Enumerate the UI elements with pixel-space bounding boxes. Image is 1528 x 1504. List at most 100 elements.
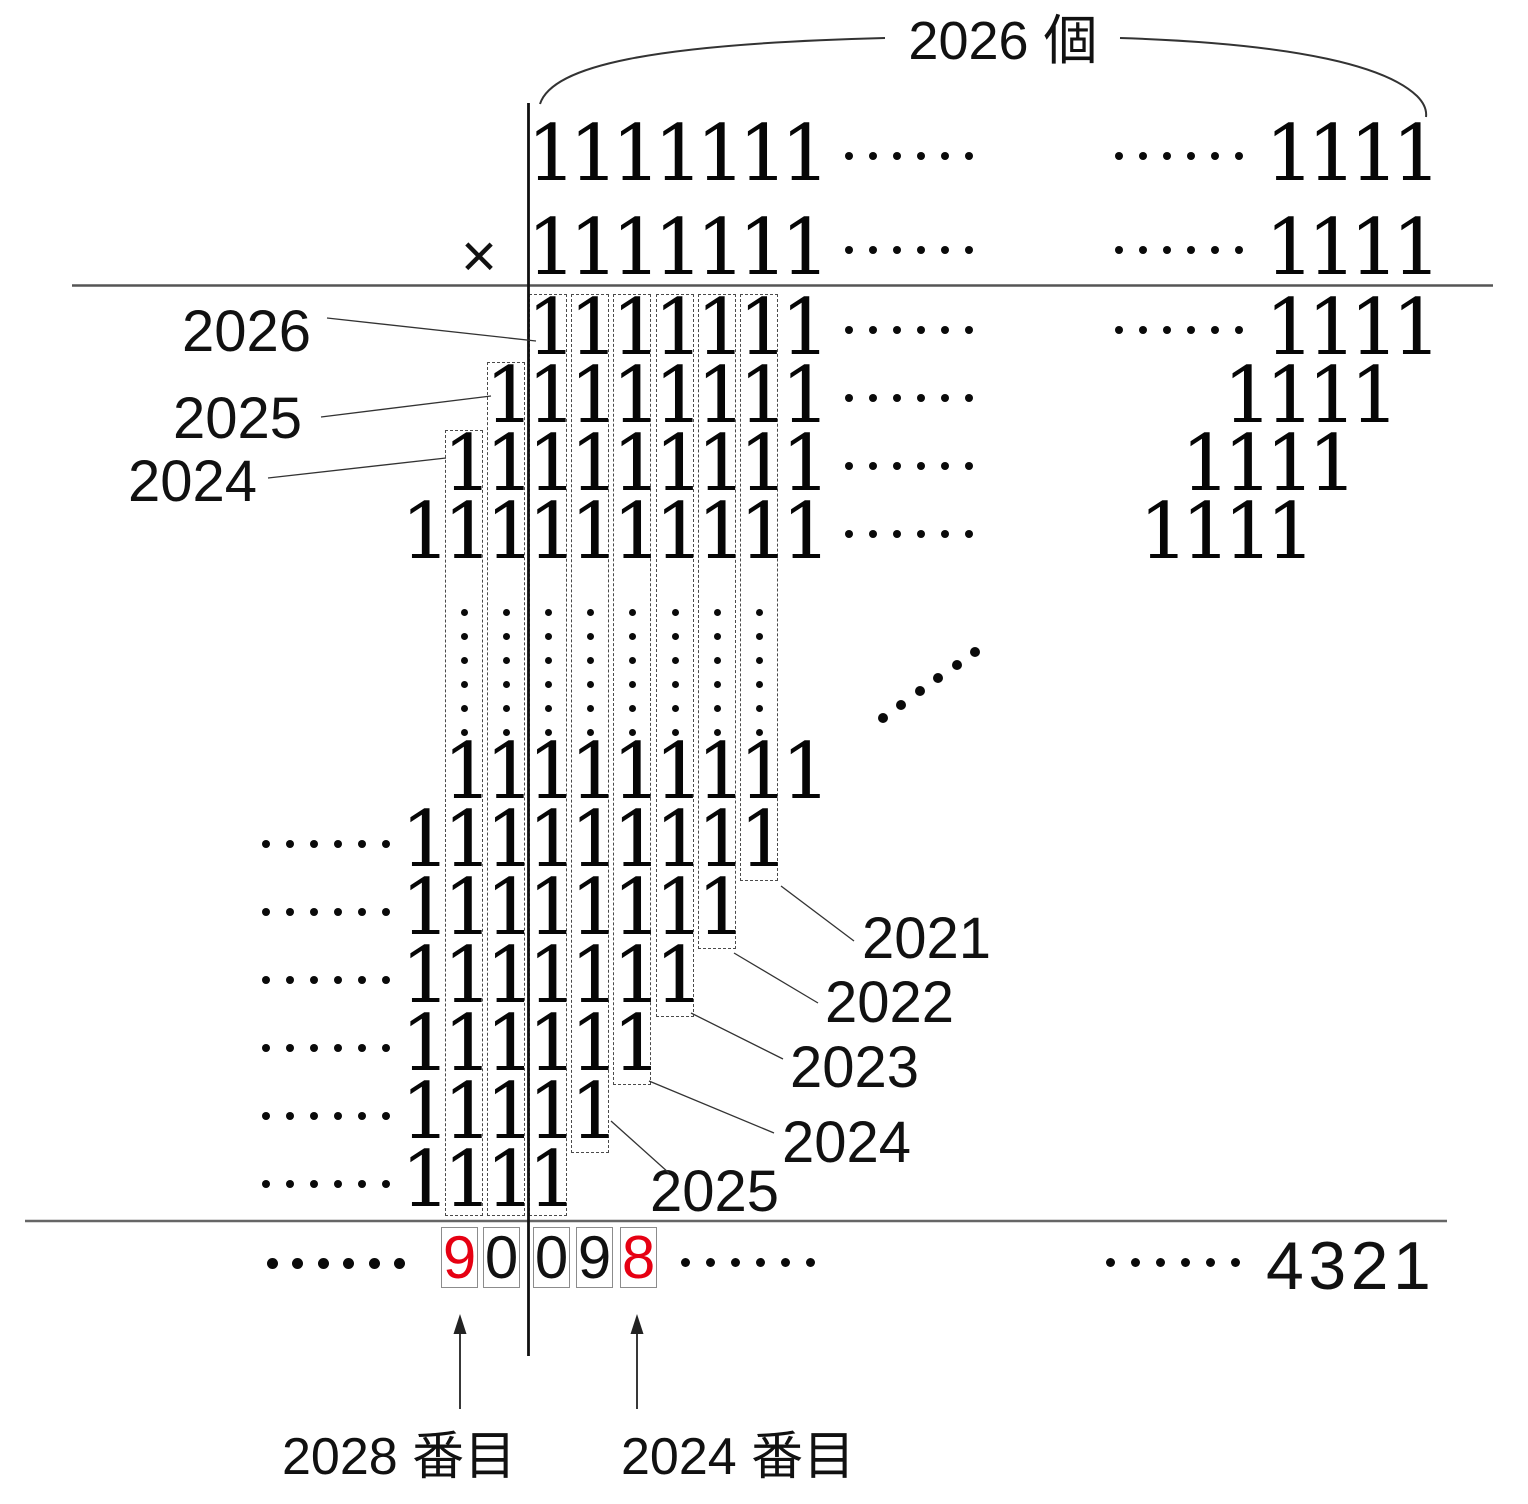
vertical-ellipsis-dot [628,608,636,616]
one-digit: 1 [485,1135,536,1225]
column-highlight-box-2024-right [613,294,651,1085]
dot [285,839,295,849]
one-digit: 1 [527,999,578,1089]
dot [916,325,926,335]
one-digit: 1 [1223,419,1273,509]
dot [964,461,974,471]
one-digit: 1 [400,931,451,1021]
column-label-2026-left: 2026 [182,299,312,364]
one-digit: 1 [696,863,747,953]
dot [309,975,319,985]
one-digit: 1 [654,419,704,509]
dot [343,1257,354,1269]
vertical-ellipsis-dot [628,728,636,736]
dot [1114,245,1124,255]
diagonal-ellipsis-dot [878,713,888,723]
one-digit: 1 [484,351,535,441]
connector-2024-left [267,457,447,479]
dot [964,529,974,539]
one-digit: 1 [654,727,704,817]
one-digit: 1 [738,283,788,373]
dot [940,151,950,161]
dot [844,461,854,471]
top-brace-left-arc [539,37,886,105]
dot [940,529,950,539]
dot [1138,245,1148,255]
diagonal-ellipsis-dot [970,647,980,657]
one-digit: 1 [654,795,705,885]
column-highlight-box-2021-right [740,294,778,881]
column-highlight-box-2025-right [571,294,609,1153]
dot [1155,1257,1165,1267]
one-digit: 1 [1265,487,1316,577]
dot [285,1111,295,1121]
one-digit: 1 [696,419,747,509]
up-arrow-icon [630,1314,644,1409]
vertical-ellipsis-dot [713,656,721,664]
vertical-ellipsis-dot [671,632,679,640]
dot [317,1257,329,1269]
column-label-2024-left: 2024 [128,449,258,514]
dot [868,461,878,471]
one-digit: 1 [1264,109,1315,199]
one-digit: 1 [739,487,789,577]
dot [333,839,343,849]
one-digit: 1 [1307,419,1358,509]
dot [333,1043,343,1053]
row-leading-ellipsis [261,907,391,917]
multiplication-sign: × [460,222,498,291]
vertical-ellipsis-dot [460,728,468,736]
one-digit: 1 [443,931,493,1021]
one-digit: 1 [738,727,789,817]
vertical-ellipsis-dot [628,656,636,664]
one-digit: 1 [569,419,620,509]
product-digit-box-highlighted: 9 [441,1224,478,1291]
vertical-ellipsis-dot [502,632,510,640]
one-digit: 1 [654,351,704,441]
vertical-ellipsis-dot [502,608,510,616]
dot [266,1257,278,1269]
dot [868,151,878,161]
one-digit: 1 [654,863,705,953]
vertical-ellipsis-dot [671,680,679,688]
one-digit: 1 [442,419,493,509]
dot [381,975,391,985]
vertical-ellipsis-dot [460,704,468,712]
dot [1138,151,1148,161]
diagonal-ellipsis-dot [933,673,943,683]
dot [381,839,391,849]
dot [964,393,974,403]
dot [916,529,926,539]
row-middle-ellipsis [844,529,974,539]
product-tail-digits: 4321 [1266,1228,1436,1304]
one-digit: 1 [1264,203,1315,293]
one-digit: 1 [569,203,619,293]
one-digit: 1 [780,351,831,441]
one-digit: 1 [443,1135,493,1225]
one-digit: 1 [527,795,578,885]
dot [892,393,902,403]
one-digit: 1 [612,419,662,509]
connector-2026-left [326,317,537,342]
dot [1162,151,1172,161]
vertical-ellipsis-dot [713,608,721,616]
dot [394,1257,405,1269]
one-digit: 1 [696,351,746,441]
vertical-ellipsis-dot [755,680,763,688]
one-digit: 1 [780,203,831,293]
one-digit: 1 [611,351,662,441]
product-digit-box: 9 [576,1224,613,1291]
one-digit: 1 [696,283,746,373]
vertical-ellipsis-dot [713,728,721,736]
one-digit: 1 [485,795,536,885]
